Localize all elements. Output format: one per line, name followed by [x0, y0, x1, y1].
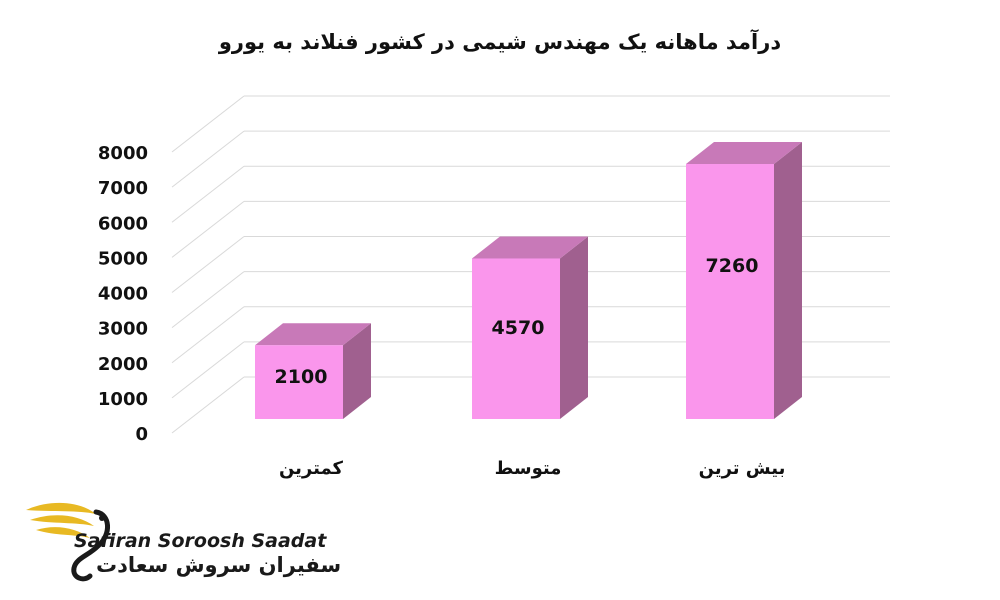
bar — [472, 258, 560, 419]
y-tick-label: 7000 — [98, 178, 148, 199]
grid-line-diagonal — [171, 341, 245, 399]
y-tick-label: 8000 — [98, 143, 148, 164]
x-tick-label: متوسط — [495, 458, 562, 479]
grid-line-diagonal — [171, 200, 245, 258]
bar — [686, 163, 774, 419]
y-tick-label: 6000 — [98, 213, 148, 234]
grid-line-diagonal — [171, 271, 245, 329]
y-tick-label: 4000 — [98, 284, 148, 305]
chart-title-text: درآمد ماهانه یک مهندس شیمی در کشور فنلان… — [218, 30, 782, 54]
chart-title: درآمد ماهانه یک مهندس شیمی در کشور فنلان… — [0, 30, 1000, 54]
y-axis-ticks: 0 1000 2000 3000 4000 5000 6000 7000 8000 — [98, 143, 148, 445]
y-tick-label: 2000 — [98, 354, 148, 375]
brand-name-en: Safiran Soroosh Saadat — [74, 530, 327, 552]
bar-top — [255, 323, 371, 346]
grid-line-diagonal — [171, 165, 245, 223]
x-tick-label: بیش ترین — [699, 458, 786, 479]
x-tick-label: کمترین — [279, 458, 344, 479]
brand-name-fa: سفیران سروش سعادت — [96, 553, 342, 577]
bar-side — [343, 323, 371, 419]
bar-top — [686, 141, 802, 164]
y-tick-label: 0 — [135, 424, 148, 445]
bars: 2100 4570 7260 — [255, 141, 802, 419]
data-label: 4570 — [492, 317, 545, 339]
grid-line-diagonal — [171, 95, 245, 153]
data-label: 2100 — [275, 366, 328, 388]
y-tick-label: 5000 — [98, 248, 148, 269]
y-tick-label: 3000 — [98, 319, 148, 340]
bar-top — [472, 236, 588, 259]
bar-side — [560, 236, 588, 419]
brand-logo-icon — [26, 502, 110, 582]
bar — [255, 345, 343, 419]
data-label: 7260 — [706, 255, 759, 277]
grid-line-diagonal — [171, 306, 245, 364]
x-axis-ticks: کمترین متوسط بیش ترین — [279, 458, 785, 479]
y-tick-label: 1000 — [98, 389, 148, 410]
grid-line-diagonal — [171, 376, 245, 434]
bar-side — [774, 141, 802, 419]
grid-line-diagonal — [171, 236, 245, 293]
grid-line-diagonal — [171, 130, 245, 188]
